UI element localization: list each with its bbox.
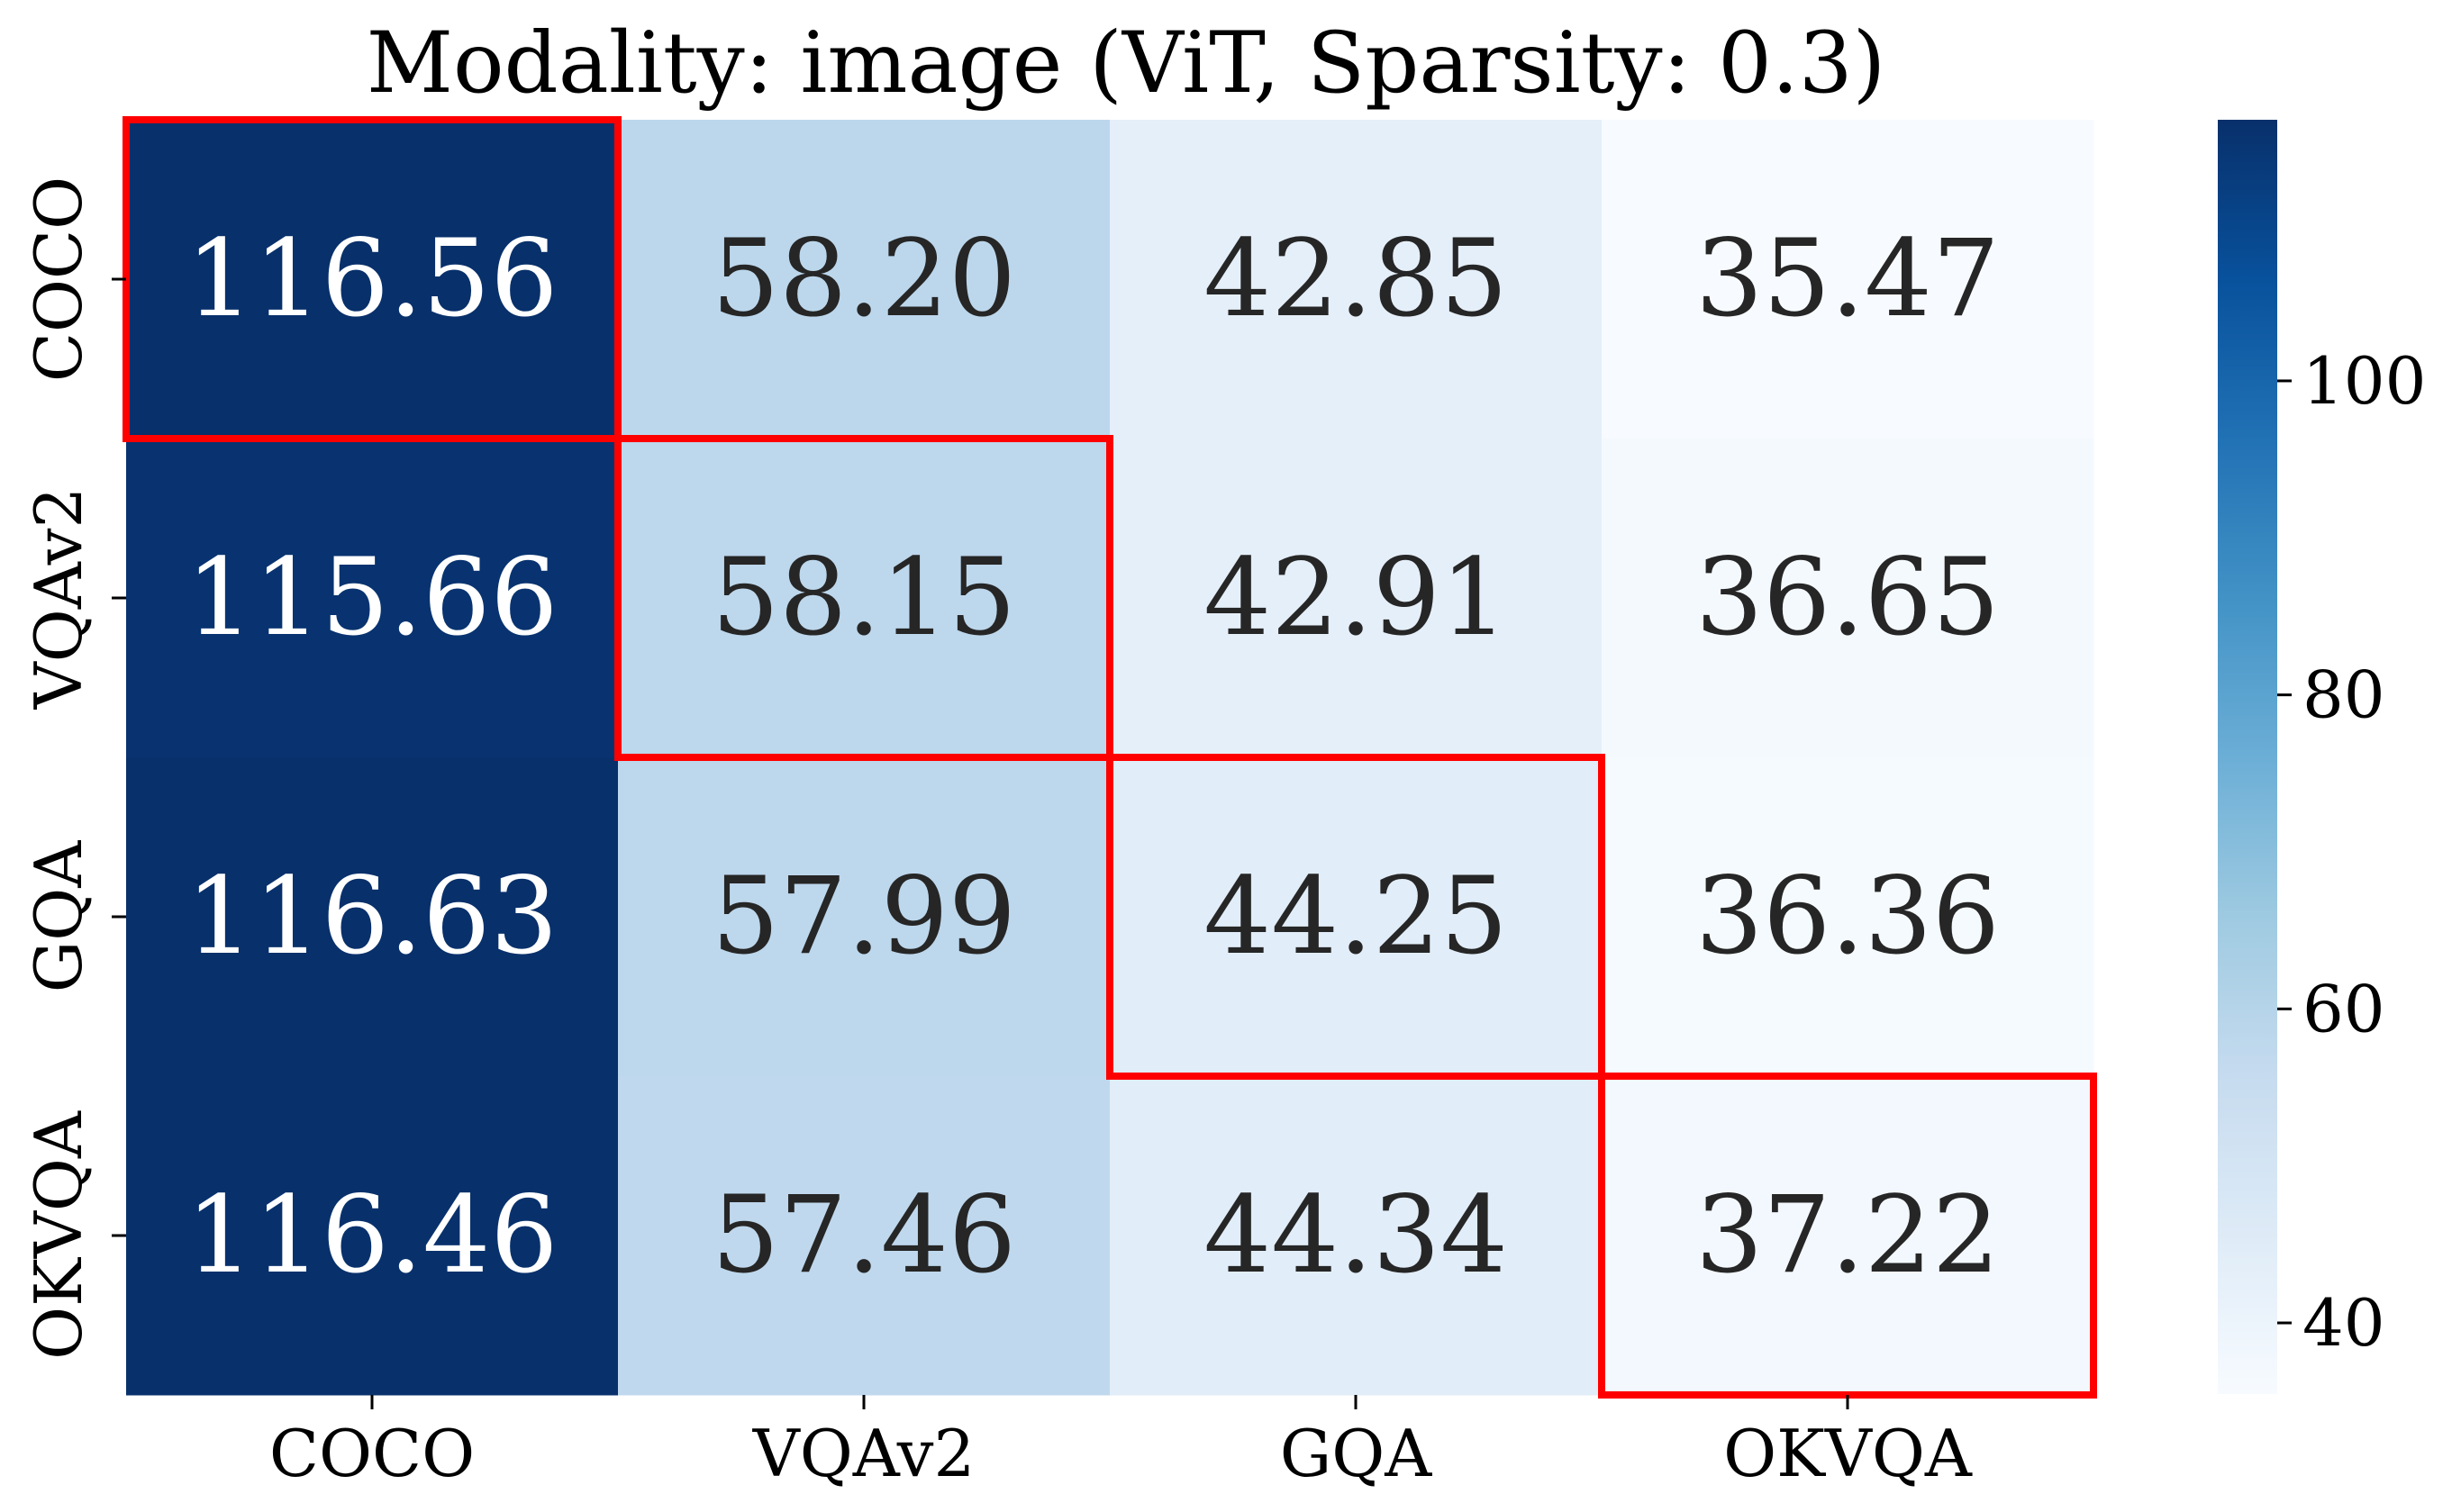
heatmap-cell	[1602, 439, 2094, 758]
cell-value-label: 57.46	[712, 1172, 1016, 1297]
colorbar-tick-label: 80	[2302, 657, 2385, 733]
highlight-box	[1106, 754, 1605, 1080]
cell-value-label: 35.47	[1695, 216, 2000, 340]
heatmap-cell	[1110, 439, 1603, 758]
heatmap-cell	[618, 439, 1111, 758]
cell-value-label: 42.85	[1203, 216, 1508, 340]
y-tick-label: COCO	[21, 177, 96, 382]
cell-value-label: 116.63	[186, 854, 558, 978]
colorbar-bar	[2218, 120, 2277, 1394]
heatmap-cell	[618, 120, 1111, 439]
cell-value-label: 57.99	[712, 854, 1016, 978]
heatmap-cell	[1110, 757, 1603, 1077]
cell-value-label: 116.56	[186, 216, 558, 340]
cell-value-label: 58.20	[712, 216, 1016, 340]
y-tick-label: OKVQA	[21, 1110, 96, 1360]
heatmap-cell	[126, 1076, 619, 1396]
x-tick-label: OKVQA	[1723, 1416, 1973, 1491]
heatmap-cell	[126, 120, 619, 439]
axes: COCO VQAv2 GQA OKVQA COCO VQAv2 GQA OKVQA	[21, 177, 1973, 1491]
cell-value-label: 44.34	[1203, 1172, 1508, 1297]
colorbar-tick-label: 60	[2302, 971, 2385, 1046]
cell-value-label: 44.25	[1203, 854, 1508, 978]
heatmap-cells: 116.56 58.20 42.85 35.47 115.66 58.15 42.91 36.…	[126, 120, 2094, 1396]
cell-value-label: 115.66	[186, 535, 558, 659]
heatmap-cell	[618, 757, 1111, 1077]
heatmap-cell	[1110, 120, 1603, 439]
cell-value-label: 58.15	[712, 535, 1016, 659]
x-tick-label: GQA	[1280, 1416, 1433, 1491]
chart-title: Modality: image (ViT, Sparsity: 0.3)	[367, 14, 1886, 113]
colorbar-tick-label: 100	[2302, 343, 2426, 419]
cell-value-label: 37.22	[1695, 1172, 2000, 1297]
cell-value-label: 42.91	[1203, 535, 1508, 659]
heatmap-cell	[126, 439, 619, 758]
cell-value-label: 116.46	[186, 1172, 558, 1297]
heatmap-cell	[1602, 757, 2094, 1077]
cell-value-label: 36.36	[1695, 854, 2000, 978]
highlight-box	[614, 435, 1113, 761]
x-tick-label: VQAv2	[752, 1416, 976, 1491]
y-tick-label: GQA	[21, 840, 96, 993]
cell-value-label: 36.65	[1695, 535, 2000, 659]
heatmap-cell	[1110, 1076, 1603, 1396]
colorbar-tick-label: 40	[2302, 1285, 2385, 1361]
heatmap-cell	[1602, 120, 2094, 439]
heatmap-cell	[618, 1076, 1111, 1396]
y-tick-label: VQAv2	[21, 487, 96, 711]
heatmap-cell	[126, 757, 619, 1077]
heatmap-cell	[1602, 1076, 2094, 1396]
x-tick-label: COCO	[269, 1416, 475, 1491]
colorbar: 40 60 80 100	[2218, 120, 2426, 1394]
